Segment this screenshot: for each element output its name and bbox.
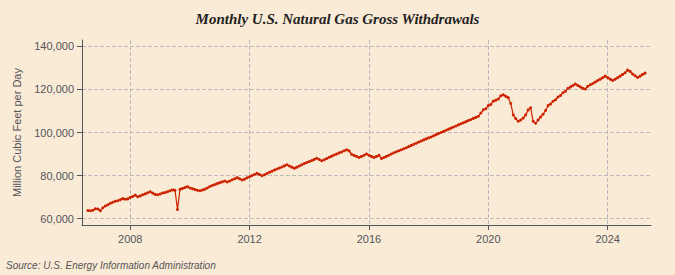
svg-text:Source: U.S. Energy Informatio: Source: U.S. Energy Information Administ…: [6, 260, 216, 271]
svg-text:2016: 2016: [357, 233, 381, 245]
svg-text:2012: 2012: [237, 233, 261, 245]
svg-text:2024: 2024: [595, 233, 619, 245]
svg-text:120,000: 120,000: [34, 83, 74, 95]
svg-text:60,000: 60,000: [40, 213, 74, 225]
svg-text:2020: 2020: [476, 233, 500, 245]
svg-text:Million Cubic Feet per Day: Million Cubic Feet per Day: [11, 68, 23, 197]
svg-text:80,000: 80,000: [40, 170, 74, 182]
svg-text:Monthly U.S. Natural Gas Gross: Monthly U.S. Natural Gas Gross Withdrawa…: [195, 11, 480, 27]
svg-text:100,000: 100,000: [34, 127, 74, 139]
svg-text:2008: 2008: [118, 233, 142, 245]
svg-text:140,000: 140,000: [34, 40, 74, 52]
